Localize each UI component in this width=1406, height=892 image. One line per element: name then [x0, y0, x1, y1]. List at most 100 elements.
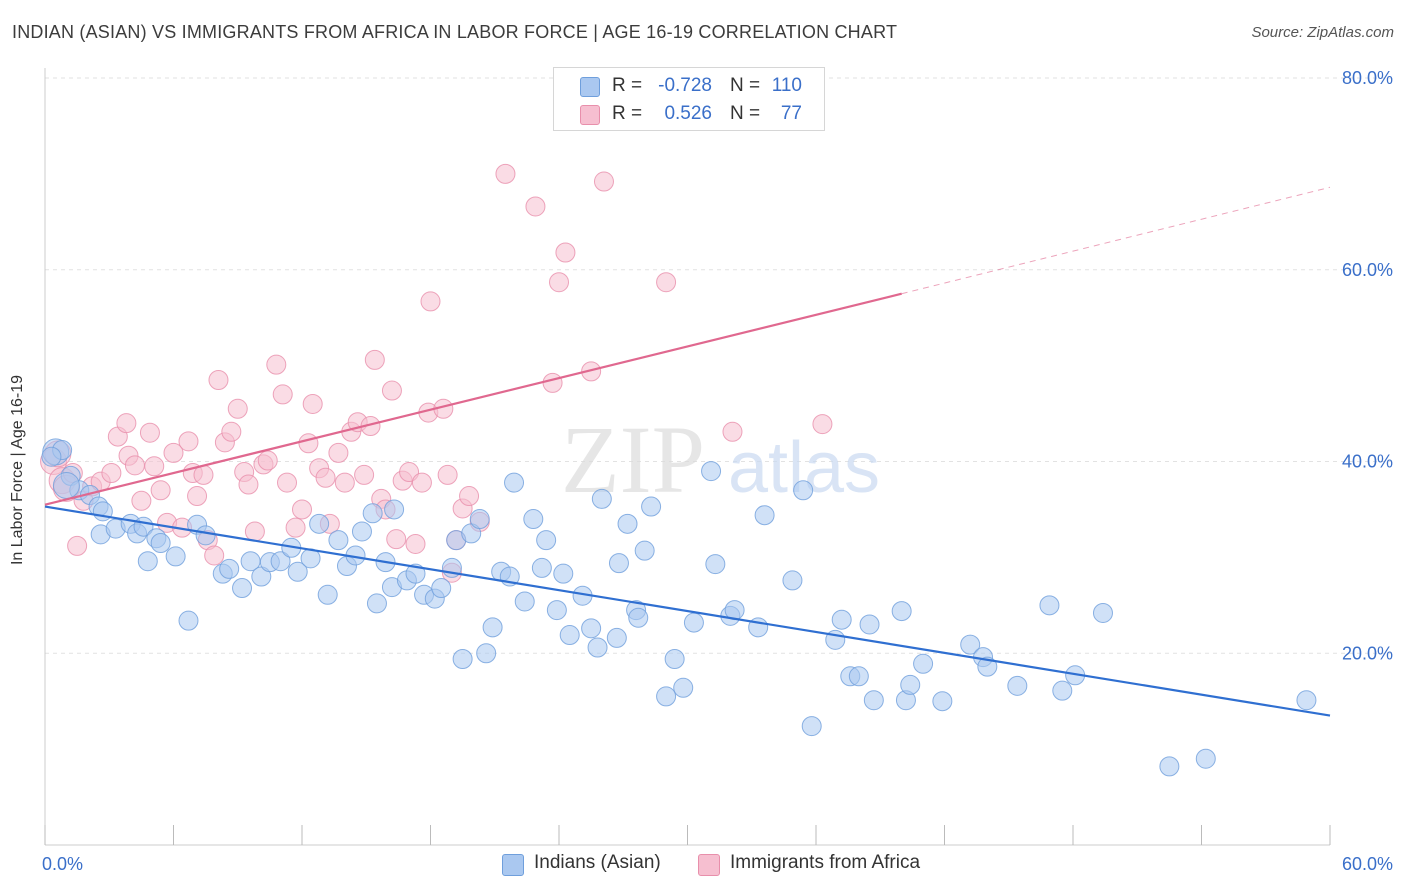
data-point	[270, 551, 291, 572]
data-point	[411, 472, 432, 493]
data-point	[801, 716, 822, 737]
data-point	[555, 242, 576, 263]
data-point	[437, 464, 458, 485]
data-point	[960, 634, 981, 655]
data-point	[628, 607, 649, 628]
legend-r-value: -0.728	[658, 75, 712, 96]
data-point	[309, 513, 330, 534]
data-point	[634, 540, 655, 561]
x-tick-label: 60.0%	[1342, 854, 1393, 874]
data-point	[238, 474, 259, 495]
data-point	[553, 563, 574, 584]
data-point	[420, 291, 441, 312]
legend-row-indians: R = -0.728 N = 110	[554, 72, 824, 100]
data-point	[101, 463, 122, 484]
watermark-zip: ZIP	[561, 406, 705, 513]
data-point	[536, 530, 557, 551]
data-point	[334, 472, 355, 493]
data-point	[144, 456, 165, 477]
data-point	[656, 686, 677, 707]
data-point	[266, 354, 287, 375]
data-point	[523, 509, 544, 530]
data-point	[150, 532, 171, 553]
data-point	[754, 505, 775, 526]
data-point	[244, 521, 265, 542]
data-point	[581, 361, 602, 382]
data-point	[514, 591, 535, 612]
data-point	[328, 530, 349, 551]
bottom-legend-swatch-blue	[502, 854, 524, 876]
legend-r-value: 0.526	[664, 103, 712, 124]
data-point	[459, 486, 480, 507]
data-point	[354, 464, 375, 485]
legend-swatch-blue	[580, 77, 600, 97]
legend-r-label: R =	[612, 75, 643, 96]
data-point	[219, 558, 240, 579]
chart-title: INDIAN (ASIAN) VS IMMIGRANTS FROM AFRICA…	[12, 22, 898, 42]
data-point	[131, 490, 152, 511]
data-point	[722, 421, 743, 442]
data-point	[150, 480, 171, 501]
data-point	[782, 570, 803, 591]
data-point	[362, 503, 383, 524]
data-point	[656, 272, 677, 293]
data-point	[386, 529, 407, 550]
data-point	[593, 171, 614, 192]
legend-n-label: N =	[730, 75, 761, 96]
data-point	[812, 414, 833, 435]
data-point	[405, 563, 426, 584]
legend-r-label: R =	[612, 103, 643, 124]
data-point	[900, 674, 921, 695]
legend-n-value: 110	[771, 75, 802, 96]
data-point	[525, 196, 546, 217]
data-point	[328, 442, 349, 463]
data-point	[124, 455, 145, 476]
data-point	[606, 627, 627, 648]
data-point	[617, 513, 638, 534]
data-point	[476, 643, 497, 664]
data-point	[187, 486, 208, 507]
data-point	[351, 521, 372, 542]
y-axis-label: In Labor Force | Age 16-19	[9, 374, 26, 566]
data-point	[1007, 675, 1028, 696]
data-point	[227, 398, 248, 419]
data-point	[204, 545, 225, 566]
data-point	[163, 442, 184, 463]
data-point	[317, 584, 338, 605]
data-point	[366, 593, 387, 614]
data-point	[221, 421, 242, 442]
data-point	[549, 272, 569, 293]
tick-labels: 20.0% 40.0% 60.0% 80.0% 0.0% 60.0%	[42, 68, 1393, 874]
data-point	[116, 413, 137, 434]
y-tick-label: 20.0%	[1342, 643, 1393, 663]
data-point	[431, 578, 452, 599]
data-point	[848, 666, 869, 687]
data-point	[587, 637, 608, 658]
trend-line-indians	[44, 505, 1331, 717]
data-point	[52, 471, 80, 499]
data-point	[1092, 602, 1113, 623]
data-point	[673, 677, 694, 698]
data-point	[232, 578, 253, 599]
data-point	[137, 551, 158, 572]
data-point	[41, 446, 62, 467]
y-tick-label: 40.0%	[1342, 452, 1393, 472]
data-point	[559, 625, 580, 646]
trend-line-africa	[44, 292, 902, 506]
data-point	[683, 612, 704, 633]
data-point	[1159, 756, 1180, 777]
data-point	[701, 461, 722, 482]
data-point	[178, 610, 199, 631]
data-point	[977, 656, 998, 677]
data-point	[482, 617, 503, 638]
data-point	[285, 517, 306, 538]
data-point	[793, 480, 814, 501]
bottom-legend-label: Immigrants from Africa	[730, 852, 921, 873]
data-point	[705, 554, 726, 575]
data-point	[641, 496, 662, 517]
legend-row-africa: R = 0.526 N = 77	[554, 100, 824, 128]
legend-n-label: N =	[730, 103, 761, 124]
data-point	[195, 525, 216, 546]
data-point	[542, 372, 563, 393]
data-point	[1195, 748, 1216, 769]
